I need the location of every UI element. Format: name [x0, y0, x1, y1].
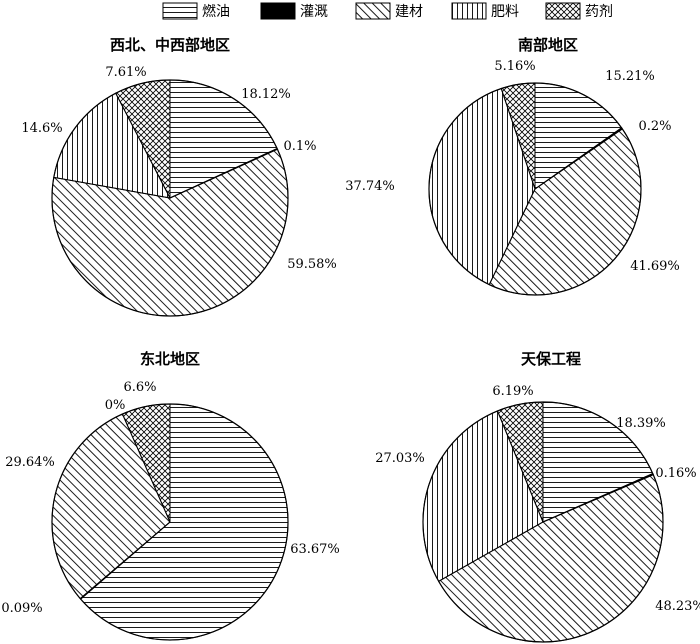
legend-swatch	[451, 2, 487, 20]
legend-item: 药剂	[545, 2, 613, 20]
legend-label: 建材	[395, 4, 423, 20]
pie-title: 南部地区	[518, 36, 578, 54]
pie-title: 东北地区	[140, 350, 200, 368]
legend-label: 燃油	[202, 3, 230, 20]
data-label: 14.6%	[21, 121, 62, 136]
data-label: 0%	[105, 398, 126, 413]
data-label: 41.69%	[630, 259, 680, 274]
pie-outline	[51, 403, 289, 641]
pie-title: 天保工程	[521, 350, 581, 368]
pie-title: 西北、中西部地区	[110, 36, 230, 54]
legend-label: 灌溉	[300, 4, 328, 20]
data-label: 18.12%	[241, 87, 291, 102]
data-label: 7.61%	[105, 65, 146, 80]
legend-item: 肥料	[451, 2, 519, 20]
data-label: 63.67%	[290, 542, 340, 557]
data-label: 0.09%	[1, 601, 42, 616]
data-label: 0.16%	[655, 466, 696, 481]
chart-legend: 燃油 灌溉 建材 肥料 药剂	[162, 2, 613, 20]
legend-item: 燃油	[162, 2, 230, 20]
data-label: 27.03%	[375, 451, 425, 466]
data-label: 6.19%	[492, 384, 533, 399]
legend-swatch	[355, 2, 391, 20]
pie-outline	[51, 79, 289, 317]
pie-chart: 西北、中西部地区 18.12% 0.1% 59.58% 14.6% 7.61%	[21, 36, 337, 317]
pie-chart: 天保工程 18.39% 0.16% 48.23% 27.03% 6.19%	[375, 350, 700, 643]
data-label: 6.6%	[123, 380, 156, 395]
data-label: 37.74%	[345, 179, 395, 194]
legend-item: 灌溉	[260, 2, 328, 20]
data-label: 48.23%	[655, 599, 700, 614]
data-label: 59.58%	[287, 257, 337, 272]
legend-swatch	[545, 2, 581, 20]
pie-charts: 西北、中西部地区 18.12% 0.1% 59.58% 14.6% 7.61% 南部地区 15…	[1, 36, 700, 643]
data-label: 15.21%	[605, 69, 655, 84]
data-label: 18.39%	[616, 416, 666, 431]
legend-label: 药剂	[585, 4, 613, 20]
legend-label: 肥料	[491, 4, 519, 20]
pie-outline	[428, 82, 642, 296]
data-label: 0.2%	[638, 119, 671, 134]
pie-chart: 南部地区 15.21% 0.2% 41.69% 37.74% 5.16%	[345, 36, 680, 296]
data-label: 29.64%	[5, 455, 55, 470]
legend-swatch	[162, 2, 198, 20]
pie-chart: 东北地区 63.67% 0.09% 29.64% 0% 6.6%	[1, 350, 340, 641]
data-label: 0.1%	[283, 139, 316, 154]
legend-swatch	[260, 2, 296, 20]
pie-outline	[422, 401, 664, 643]
legend-item: 建材	[355, 2, 423, 20]
data-label: 5.16%	[494, 59, 535, 74]
